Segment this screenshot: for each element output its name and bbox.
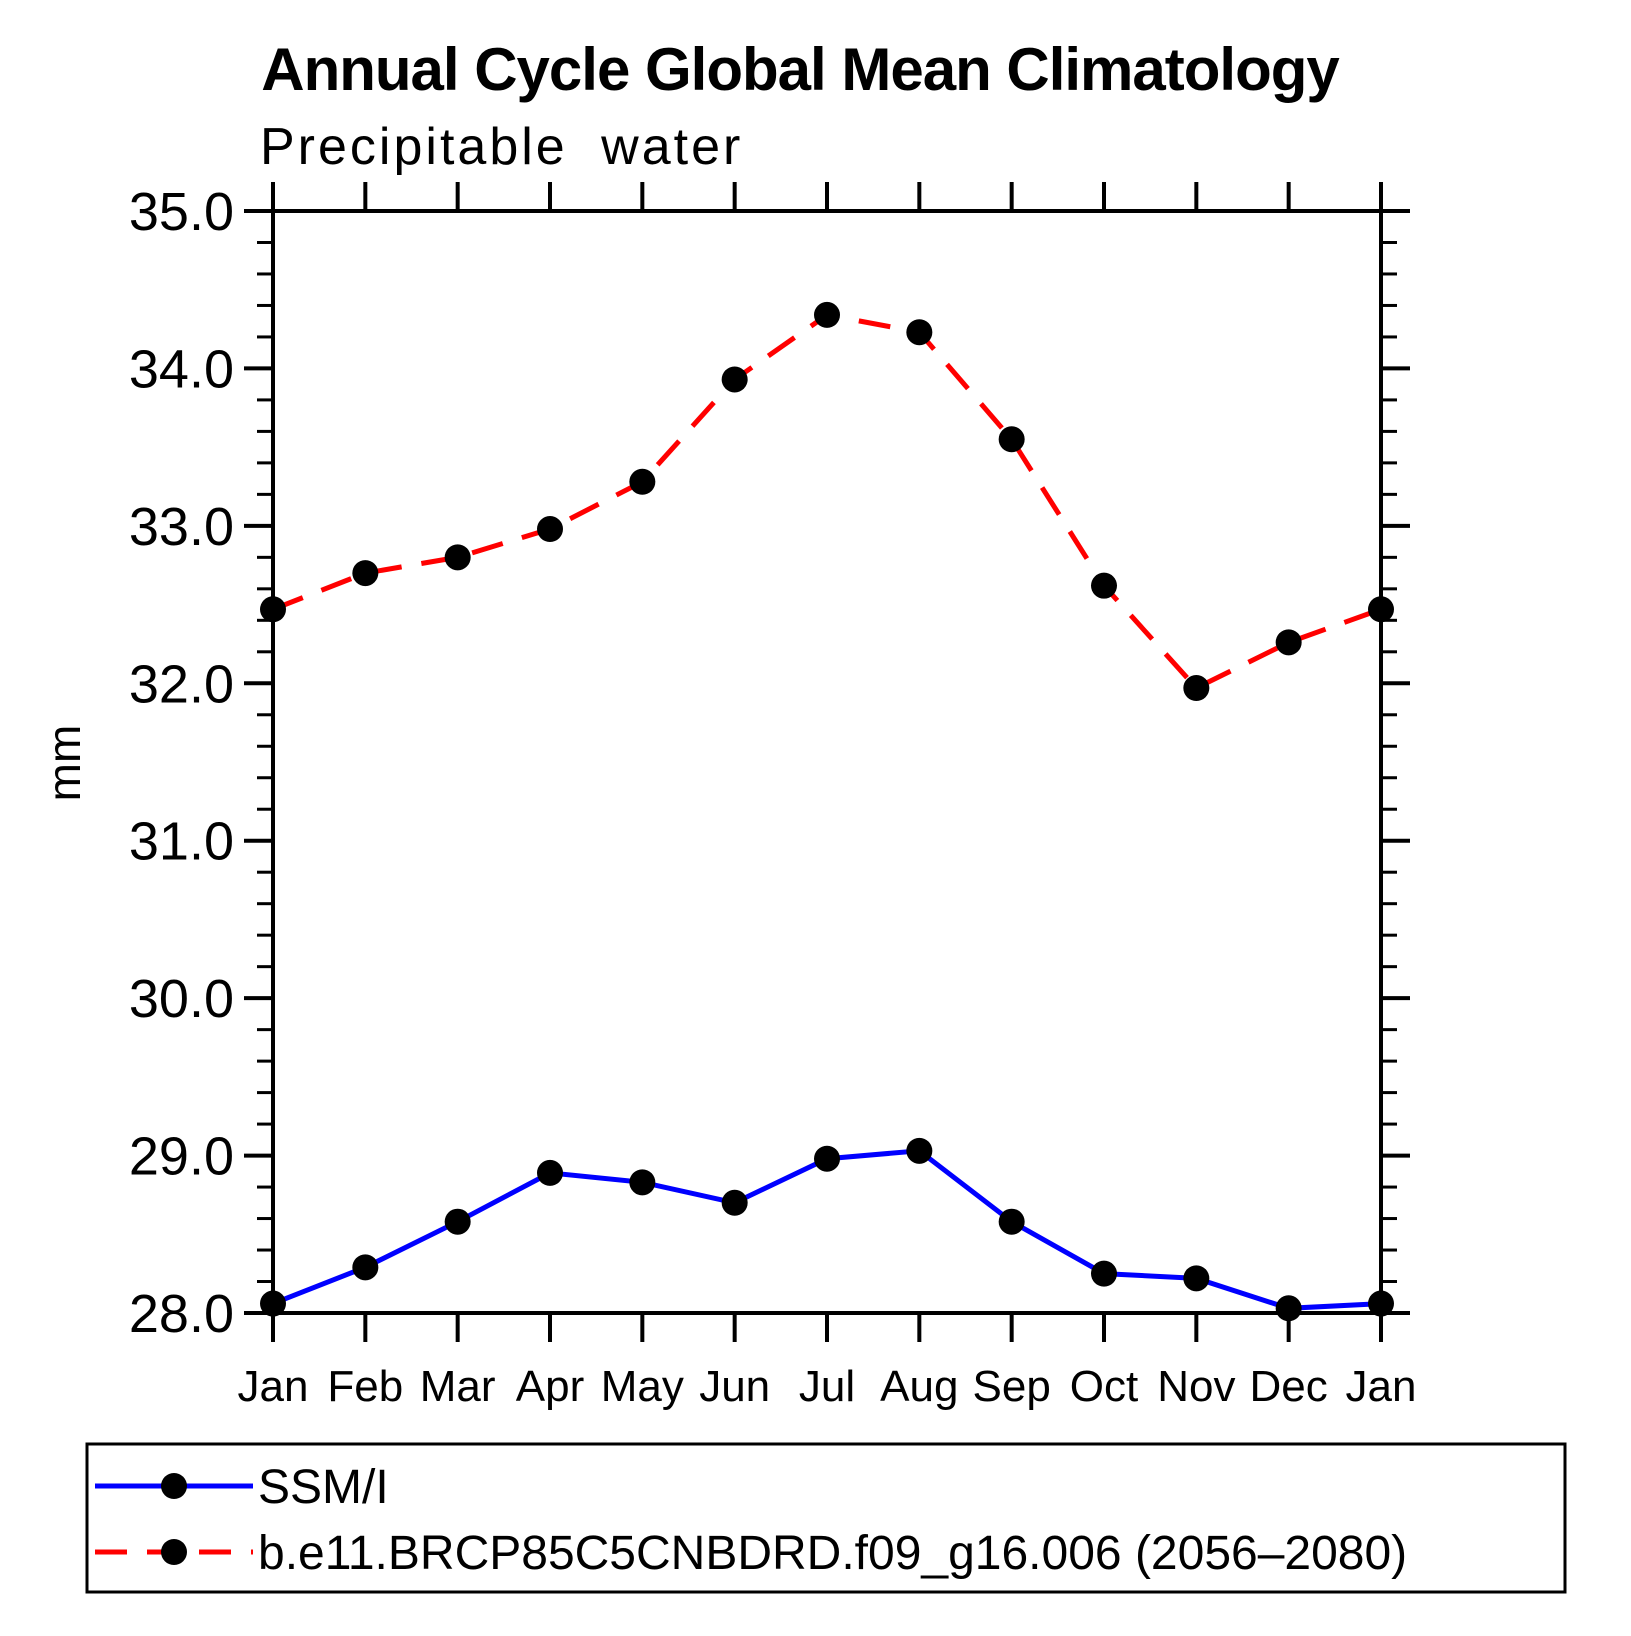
data-point-marker-0 [444, 1208, 471, 1235]
x-tick-label: Jan [238, 1362, 309, 1411]
x-tick-label: Mar [420, 1362, 496, 1411]
x-tick-label: Jul [799, 1362, 855, 1411]
data-point-marker-0 [1091, 1260, 1117, 1287]
data-point-marker-0 [1183, 1265, 1210, 1292]
axis-frame [271, 209, 1383, 1315]
data-point-marker-1 [998, 426, 1025, 453]
legend-marker-ssmi [161, 1473, 187, 1499]
y-axis-unit-label: mm [38, 725, 90, 802]
data-point-marker-1 [721, 366, 748, 393]
y-tick-label: 35.0 [129, 182, 234, 242]
data-point-marker-1 [444, 544, 471, 571]
series-line-1 [272, 312, 1382, 692]
data-point-marker-0 [260, 1290, 286, 1317]
legend: SSM/I b.e11.BRCP85C5CNBDRD.f09_g16.006 (… [85, 1442, 1567, 1594]
x-tick-label: Dec [1250, 1362, 1328, 1411]
data-point-marker-1 [260, 596, 286, 623]
y-tick-label: 32.0 [129, 654, 234, 714]
series-line-0 [272, 1148, 1382, 1311]
data-point-marker-0 [998, 1208, 1025, 1235]
data-point-marker-1 [1275, 629, 1302, 656]
data-point-marker-0 [1368, 1290, 1394, 1317]
data-point-marker-1 [1183, 675, 1210, 702]
data-point-marker-1 [906, 319, 933, 346]
chart-title: Annual Cycle Global Mean Climatology [261, 36, 1340, 103]
y-tick-label: 29.0 [129, 1127, 234, 1187]
y-tick-label: 34.0 [129, 339, 234, 399]
data-point-marker-0 [1275, 1295, 1302, 1322]
legend-marker-model [161, 1539, 187, 1565]
data-point-marker-1 [814, 301, 840, 328]
x-tick-label: Oct [1070, 1362, 1138, 1411]
data-point-marker-0 [906, 1137, 933, 1164]
legend-label-model: b.e11.BRCP85C5CNBDRD.f09_g16.006 (2056–2… [258, 1527, 1407, 1580]
data-point-marker-0 [537, 1159, 563, 1186]
data-point-marker-1 [1091, 572, 1117, 599]
y-tick-label: 31.0 [129, 812, 234, 872]
x-tick-label: May [601, 1362, 684, 1411]
y-tick-label: 33.0 [129, 497, 234, 557]
data-point-marker-0 [721, 1189, 748, 1216]
y-tick-label: 28.0 [129, 1284, 234, 1344]
x-tick-label: Jan [1346, 1362, 1417, 1411]
x-tick-label: Sep [973, 1362, 1051, 1411]
x-tick-label: Nov [1157, 1362, 1235, 1411]
chart-subtitle: Precipitable water [260, 118, 743, 176]
y-tick-label: 30.0 [129, 969, 234, 1029]
data-point-marker-1 [1368, 596, 1394, 623]
x-tick-label: Feb [327, 1362, 403, 1411]
legend-box [85, 1442, 1567, 1594]
data-point-marker-1 [629, 468, 656, 495]
data-point-marker-1 [537, 516, 563, 543]
x-tick-label: Jun [699, 1362, 770, 1411]
x-tick-label: Apr [516, 1362, 584, 1411]
data-point-marker-0 [629, 1169, 656, 1196]
data-point-marker-1 [352, 560, 379, 587]
x-tick-label: Aug [880, 1362, 958, 1411]
data-point-marker-0 [814, 1145, 840, 1172]
data-point-marker-0 [352, 1254, 379, 1281]
legend-label-ssmi: SSM/I [258, 1461, 389, 1514]
